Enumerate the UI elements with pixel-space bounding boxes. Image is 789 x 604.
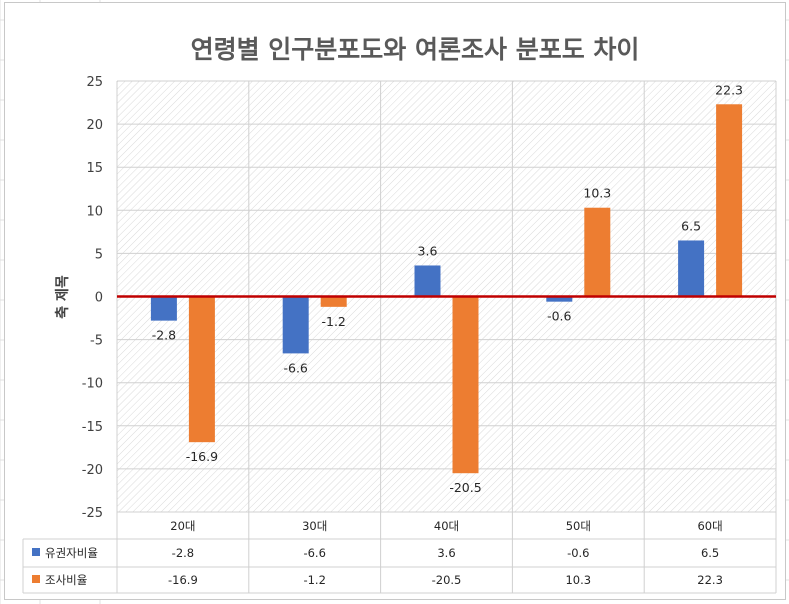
legend-key (32, 575, 40, 583)
y-tick-label: 25 (86, 75, 103, 90)
y-tick-label: -25 (82, 506, 103, 521)
data-label: 6.5 (681, 218, 701, 233)
x-tick-label: 50대 (566, 519, 591, 533)
table-cell: 22.3 (697, 573, 723, 587)
bar (150, 296, 177, 321)
y-tick-label: -5 (90, 334, 103, 349)
y-tick-label: 10 (86, 204, 103, 219)
data-label: -1.2 (322, 314, 346, 329)
data-label: 3.6 (418, 243, 438, 258)
data-label: -0.6 (547, 309, 571, 324)
bar (678, 240, 705, 297)
bar (452, 296, 479, 474)
table-cell: -6.6 (303, 546, 325, 560)
bar (320, 296, 347, 307)
bar (546, 296, 573, 302)
table-cell: -0.6 (567, 546, 589, 560)
x-tick-label: 40대 (434, 519, 459, 533)
data-label: -2.8 (152, 328, 176, 343)
table-cell: -16.9 (168, 573, 198, 587)
y-tick-label: 15 (86, 161, 103, 176)
data-label: 10.3 (583, 186, 611, 201)
y-tick-label: -15 (82, 420, 103, 435)
data-label: -16.9 (186, 449, 218, 464)
table-cell: 10.3 (565, 573, 591, 587)
table-cell: -20.5 (432, 573, 462, 587)
chart-canvas: 연령별 인구분포도와 여론조사 분포도 차이 25 20 15 10 5 0 -5 -10 -1… (22, 35, 777, 594)
data-label: -6.6 (284, 360, 308, 375)
y-tick-label: 20 (86, 118, 103, 133)
table-cell: -2.8 (172, 546, 194, 560)
bar (282, 296, 309, 354)
bar (414, 265, 441, 297)
bar (188, 296, 215, 443)
table-cell: 3.6 (437, 546, 455, 560)
x-tick-label: 30대 (302, 519, 327, 533)
table-cell: 6.5 (701, 546, 719, 560)
y-tick-label: -20 (82, 463, 103, 478)
x-tick-label: 60대 (697, 519, 722, 533)
y-tick-label: 5 (95, 247, 103, 262)
chart-area[interactable]: 연령별 인구분포도와 여론조사 분포도 차이 25 20 15 10 5 0 -5 -10 -1… (4, 2, 786, 600)
legend-entry: 유권자비율 (45, 546, 98, 560)
x-tick-label: 20대 (170, 519, 195, 533)
data-label: -20.5 (449, 480, 481, 495)
legend-entry: 조사비율 (45, 573, 87, 587)
table-cell: -1.2 (303, 573, 325, 587)
bar (716, 104, 743, 297)
y-axis-title: 축 제목 (55, 275, 71, 319)
data-label: 22.3 (715, 82, 743, 97)
chart-title: 연령별 인구분포도와 여론조사 분포도 차이 (191, 35, 640, 64)
y-tick-label: -10 (82, 377, 103, 392)
legend-key (32, 548, 40, 556)
y-tick-label: 0 (95, 291, 103, 306)
bar (584, 207, 611, 297)
